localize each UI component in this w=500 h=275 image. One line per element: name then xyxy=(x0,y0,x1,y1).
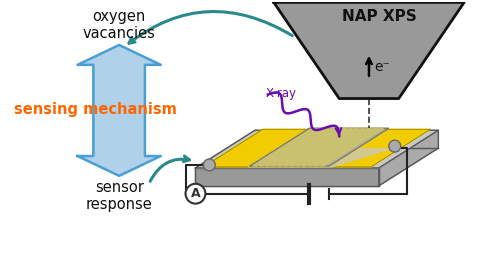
Polygon shape xyxy=(253,128,316,166)
Polygon shape xyxy=(259,128,322,166)
Polygon shape xyxy=(274,2,464,98)
Text: e⁻: e⁻ xyxy=(374,60,390,74)
Polygon shape xyxy=(302,128,365,166)
Text: sensor
response: sensor response xyxy=(86,180,152,212)
Polygon shape xyxy=(284,128,347,166)
Polygon shape xyxy=(265,128,328,166)
Polygon shape xyxy=(314,128,378,166)
Polygon shape xyxy=(296,128,359,166)
Polygon shape xyxy=(290,128,353,166)
Text: NAP XPS: NAP XPS xyxy=(342,9,416,24)
Polygon shape xyxy=(308,128,372,166)
Polygon shape xyxy=(78,45,161,176)
Polygon shape xyxy=(314,128,378,166)
Circle shape xyxy=(204,159,216,171)
Text: X-ray: X-ray xyxy=(266,87,297,100)
Polygon shape xyxy=(253,128,316,166)
Polygon shape xyxy=(196,130,438,168)
Polygon shape xyxy=(272,128,334,166)
Polygon shape xyxy=(302,128,365,166)
Text: oxygen
vacancies: oxygen vacancies xyxy=(82,9,156,41)
Polygon shape xyxy=(250,128,389,166)
Polygon shape xyxy=(250,128,389,166)
Polygon shape xyxy=(196,168,379,186)
Polygon shape xyxy=(296,128,359,166)
Text: A: A xyxy=(190,187,200,200)
Polygon shape xyxy=(278,128,341,166)
Polygon shape xyxy=(265,128,328,166)
Text: sensing mechanism: sensing mechanism xyxy=(14,102,177,117)
Polygon shape xyxy=(248,149,391,167)
Polygon shape xyxy=(204,129,430,167)
Polygon shape xyxy=(284,128,347,166)
Polygon shape xyxy=(259,128,322,166)
Polygon shape xyxy=(278,128,341,166)
Polygon shape xyxy=(272,128,334,166)
Circle shape xyxy=(389,140,400,152)
Polygon shape xyxy=(320,128,384,166)
Polygon shape xyxy=(320,128,384,166)
Circle shape xyxy=(186,184,206,204)
Polygon shape xyxy=(379,130,438,186)
Polygon shape xyxy=(290,128,353,166)
Polygon shape xyxy=(308,128,372,166)
